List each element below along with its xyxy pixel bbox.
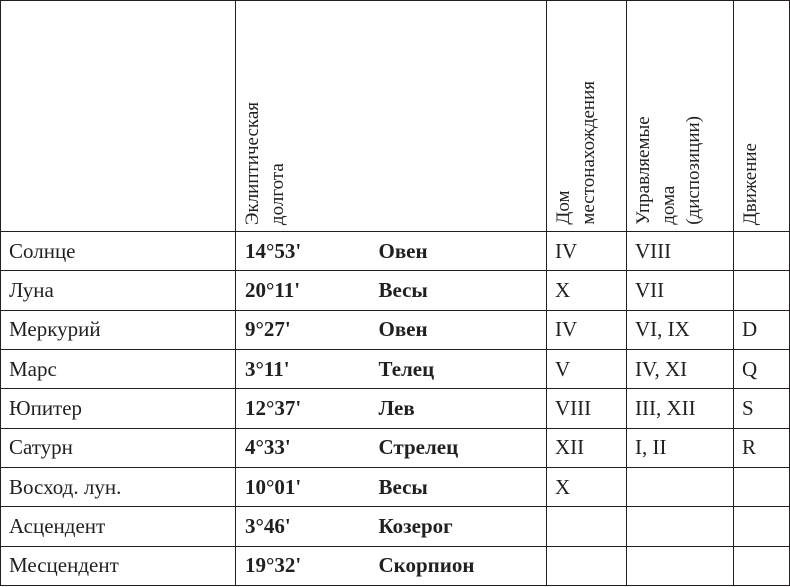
longitude-cell: 3°11' bbox=[235, 348, 379, 390]
ruled-houses-cell: VIII bbox=[626, 230, 734, 272]
table-row: Юпитер 12°37' Лев VIII III, XII S bbox=[0, 388, 790, 429]
planet-name-cell: Солнце bbox=[0, 230, 236, 272]
longitude-cell: 12°37' bbox=[235, 388, 379, 429]
zodiac-sign-cell: Весы bbox=[378, 270, 547, 311]
zodiac-sign-cell: Скорпион bbox=[378, 545, 547, 587]
header-house: Дом местонахождения bbox=[546, 0, 627, 232]
motion-cell bbox=[733, 506, 790, 547]
planet-name-cell: Луна bbox=[0, 270, 236, 311]
ruled-houses-cell bbox=[626, 506, 734, 547]
longitude-cell: 19°32' bbox=[235, 545, 379, 587]
house-cell: X bbox=[546, 270, 627, 311]
planet-name-cell: Меркурий bbox=[0, 309, 236, 350]
house-cell bbox=[546, 545, 627, 587]
zodiac-sign-cell: Весы bbox=[378, 466, 547, 508]
header-longitude: Эклиптическая долгота bbox=[235, 0, 547, 232]
zodiac-sign-cell: Стрелец bbox=[378, 427, 547, 468]
table-row: Марс 3°11' Телец V IV, XI Q bbox=[0, 348, 790, 390]
header-ruled-line-3: (диспозиции) bbox=[683, 116, 704, 225]
planet-name-cell: Марс bbox=[0, 348, 236, 390]
longitude-cell: 9°27' bbox=[235, 309, 379, 350]
header-motion: Движение bbox=[733, 0, 790, 232]
ruled-houses-cell bbox=[626, 545, 734, 587]
planet-name-cell: Восход. лун. bbox=[0, 466, 236, 508]
house-cell: IV bbox=[546, 309, 627, 350]
longitude-cell: 10°01' bbox=[235, 466, 379, 508]
motion-cell bbox=[733, 230, 790, 272]
header-house-line-1: Дом bbox=[553, 190, 574, 225]
longitude-cell: 14°53' bbox=[235, 230, 379, 272]
planet-name-cell: Асцендент bbox=[0, 506, 236, 547]
header-house-line-2: местонахождения bbox=[578, 81, 599, 225]
motion-cell: S bbox=[733, 388, 790, 429]
table-row: Меркурий 9°27' Овен IV VI, IX D bbox=[0, 309, 790, 350]
longitude-cell: 20°11' bbox=[235, 270, 379, 311]
longitude-cell: 3°46' bbox=[235, 506, 379, 547]
zodiac-sign-cell: Козерог bbox=[378, 506, 547, 547]
table-row: Месцендент 19°32' Скорпион bbox=[0, 545, 790, 587]
house-cell: VIII bbox=[546, 388, 627, 429]
house-cell: V bbox=[546, 348, 627, 390]
motion-cell bbox=[733, 466, 790, 508]
motion-cell bbox=[733, 270, 790, 311]
zodiac-sign-cell: Лев bbox=[378, 388, 547, 429]
header-longitude-line-2: долгота bbox=[267, 163, 288, 225]
motion-cell: Q bbox=[733, 348, 790, 390]
header-row: Эклиптическая долгота Дом местонахождени… bbox=[0, 0, 790, 232]
motion-cell: D bbox=[733, 309, 790, 350]
table-row: Асцендент 3°46' Козерог bbox=[0, 506, 790, 547]
house-cell bbox=[546, 506, 627, 547]
header-blank-cell bbox=[0, 0, 236, 232]
ruled-houses-cell: IV, XI bbox=[626, 348, 734, 390]
zodiac-sign-cell: Овен bbox=[378, 230, 547, 272]
header-ruled-line-2: дома bbox=[658, 185, 679, 225]
zodiac-sign-cell: Телец bbox=[378, 348, 547, 390]
table-row: Луна 20°11' Весы X VII bbox=[0, 270, 790, 311]
house-cell: XII bbox=[546, 427, 627, 468]
table-row: Сатурн 4°33' Стрелец XII I, II R bbox=[0, 427, 790, 468]
ruled-houses-cell: VI, IX bbox=[626, 309, 734, 350]
motion-cell bbox=[733, 545, 790, 587]
header-ruled-line-1: Управляемые bbox=[633, 116, 654, 225]
ruled-houses-cell bbox=[626, 466, 734, 508]
ruled-houses-cell: I, II bbox=[626, 427, 734, 468]
ruled-houses-cell: III, XII bbox=[626, 388, 734, 429]
header-ruled-houses: Управляемые дома (диспозиции) bbox=[626, 0, 734, 232]
table-row: Солнце 14°53' Овен IV VIII bbox=[0, 230, 790, 272]
house-cell: X bbox=[546, 466, 627, 508]
house-cell: IV bbox=[546, 230, 627, 272]
longitude-cell: 4°33' bbox=[235, 427, 379, 468]
header-longitude-line-1: Эклиптическая bbox=[242, 101, 263, 225]
zodiac-sign-cell: Овен bbox=[378, 309, 547, 350]
header-motion-line-1: Движение bbox=[740, 142, 761, 225]
planet-name-cell: Месцендент bbox=[0, 545, 236, 587]
table-row: Восход. лун. 10°01' Весы X bbox=[0, 466, 790, 508]
planet-name-cell: Сатурн bbox=[0, 427, 236, 468]
planet-name-cell: Юпитер bbox=[0, 388, 236, 429]
ruled-houses-cell: VII bbox=[626, 270, 734, 311]
motion-cell: R bbox=[733, 427, 790, 468]
